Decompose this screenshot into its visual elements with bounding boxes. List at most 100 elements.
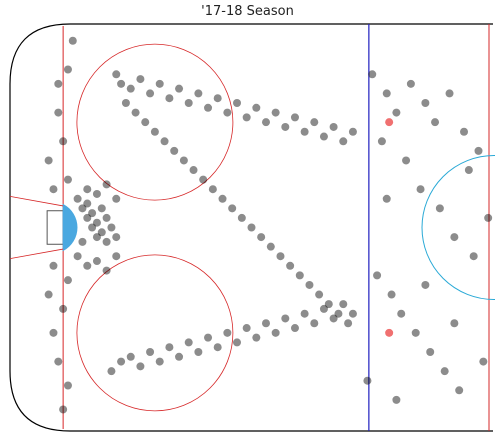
shot-point	[54, 357, 63, 366]
shot-point	[179, 156, 188, 165]
shot-point	[59, 405, 68, 414]
shot-point	[175, 352, 184, 361]
shot-point	[63, 175, 72, 184]
shot-point	[300, 127, 309, 136]
shot-point	[117, 79, 126, 88]
chart-title: '17-18 Season	[201, 4, 294, 19]
shot-point	[83, 199, 92, 208]
shot-point	[165, 94, 174, 103]
shot-point	[242, 113, 251, 122]
shot-point	[54, 79, 63, 88]
shot-point	[112, 233, 121, 242]
scatter-points	[44, 36, 493, 414]
trapezoid-line	[9, 195, 64, 207]
shot-point	[199, 175, 208, 184]
shot-point	[440, 367, 449, 376]
shot-point	[170, 146, 179, 155]
shot-point	[290, 113, 299, 122]
shot-point	[223, 328, 232, 337]
shot-point	[112, 252, 121, 261]
shot-point	[315, 290, 324, 299]
shot-point	[421, 99, 430, 108]
shot-point	[271, 108, 280, 117]
shot-point	[261, 118, 270, 127]
shot-point	[266, 242, 275, 251]
shot-point	[261, 319, 270, 328]
shot-point	[92, 218, 101, 227]
shot-point	[204, 103, 213, 112]
shot-point	[484, 213, 493, 222]
shot-point	[54, 108, 63, 117]
shot-point	[460, 127, 469, 136]
shot-point	[208, 185, 217, 194]
shot-point	[102, 266, 111, 275]
shot-point	[184, 99, 193, 108]
shot-point	[281, 314, 290, 323]
shot-point	[78, 204, 87, 213]
shot-point	[146, 89, 155, 98]
shot-point	[146, 347, 155, 356]
shot-point	[136, 362, 145, 371]
shot-point	[237, 213, 246, 222]
shot-point	[233, 99, 242, 108]
shot-point	[402, 156, 411, 165]
shot-point	[97, 204, 106, 213]
shot-point	[112, 194, 121, 203]
shot-point	[469, 252, 478, 261]
shot-point	[474, 146, 483, 155]
shot-point	[344, 319, 353, 328]
shot-point	[150, 127, 159, 136]
shot-point	[295, 271, 304, 280]
shot-point	[49, 328, 58, 337]
shot-point	[247, 223, 256, 232]
shot-point	[392, 395, 401, 404]
shot-point	[319, 132, 328, 141]
shot-point	[83, 185, 92, 194]
shot-point	[59, 137, 68, 146]
trapezoid-line	[9, 248, 64, 260]
shot-point	[310, 319, 319, 328]
shot-point	[107, 223, 116, 232]
shot-point	[290, 324, 299, 333]
shot-point	[305, 280, 314, 289]
shot-point	[368, 70, 377, 79]
shot-point	[141, 118, 150, 127]
shot-point	[310, 118, 319, 127]
shot-point	[377, 137, 386, 146]
shot-point	[83, 261, 92, 270]
shot-point	[49, 261, 58, 270]
shot-point	[281, 122, 290, 131]
faceoff-circle	[76, 254, 234, 412]
shot-point	[131, 108, 140, 117]
rink-boards	[9, 23, 493, 432]
shot-point	[373, 271, 382, 280]
shot-point	[63, 65, 72, 74]
shot-point	[421, 280, 430, 289]
shot-point	[252, 103, 261, 112]
shot-point	[189, 166, 198, 175]
shot-point	[121, 99, 130, 108]
shot-point	[68, 36, 77, 45]
shot-point	[431, 118, 440, 127]
shot-point	[107, 367, 116, 376]
faceoff-dot	[385, 118, 394, 127]
shot-point	[102, 237, 111, 246]
shot-point	[411, 328, 420, 337]
shot-point	[213, 94, 222, 103]
shot-point	[329, 122, 338, 131]
shot-point	[435, 204, 444, 213]
shot-point	[78, 237, 87, 246]
shot-point	[44, 290, 53, 299]
shot-point	[155, 79, 164, 88]
shot-point	[92, 189, 101, 198]
shot-point	[387, 290, 396, 299]
shot-point	[126, 84, 135, 93]
shot-point	[194, 347, 203, 356]
shot-point	[73, 252, 82, 261]
shot-point	[223, 108, 232, 117]
shot-point	[102, 180, 111, 189]
shot-point	[228, 204, 237, 213]
shot-point	[426, 347, 435, 356]
shot-point	[204, 333, 213, 342]
